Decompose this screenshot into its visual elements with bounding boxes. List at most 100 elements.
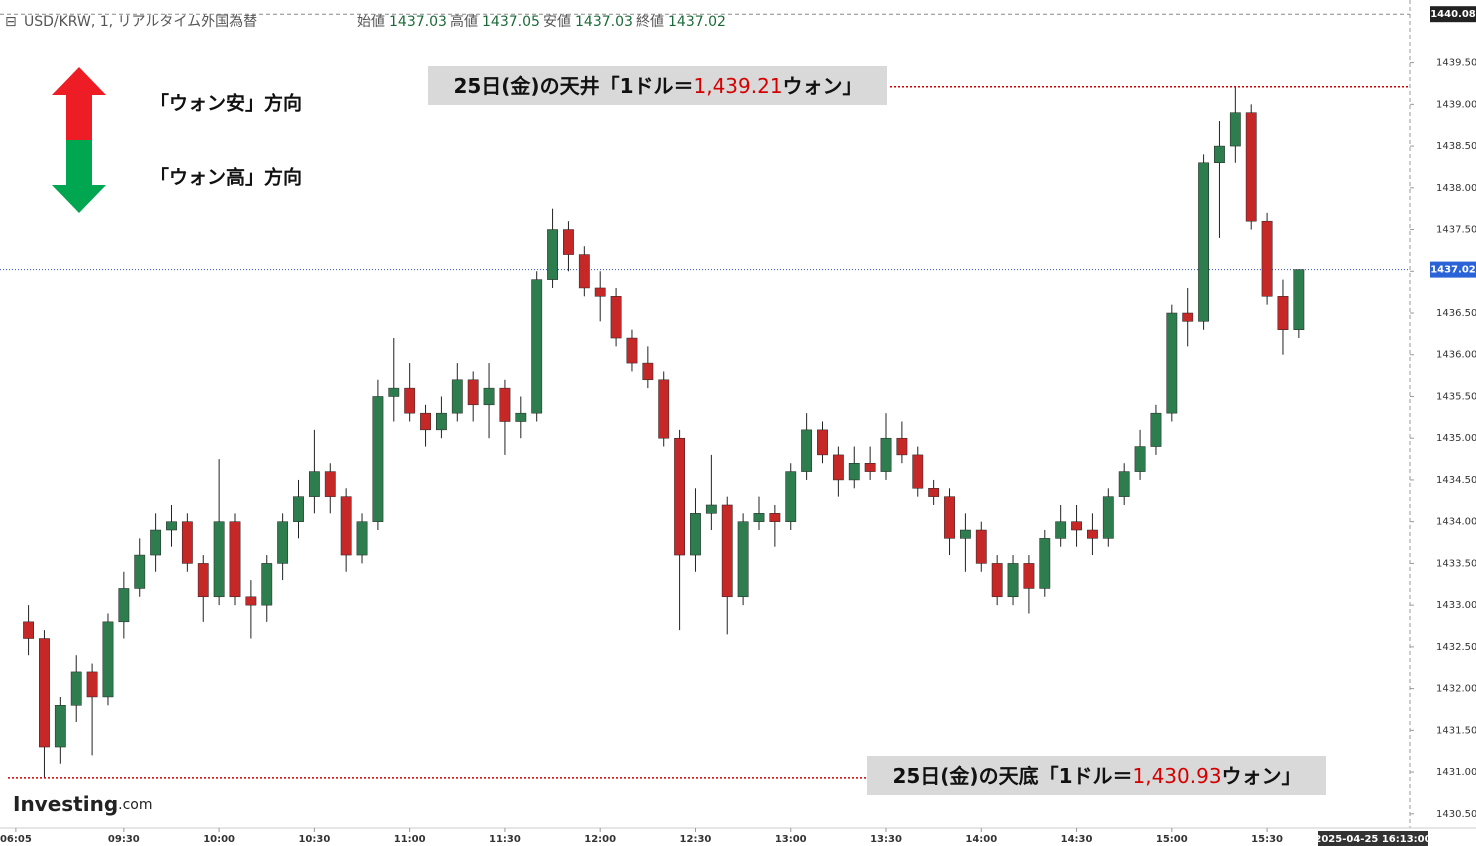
candle-body	[293, 496, 304, 522]
candle-body	[737, 521, 749, 598]
candle-body	[1087, 529, 1098, 539]
time-tag-label: 2025-04-25 16:13:00	[1314, 834, 1431, 845]
x-tick-label: 11:30	[489, 834, 521, 845]
header-label: 終値	[636, 14, 664, 30]
chart-title: USD/KRW, 1, リアルタイム外国為替	[24, 14, 257, 30]
candle-body	[547, 229, 558, 280]
candle-body	[420, 412, 431, 431]
candle-body	[801, 429, 813, 472]
y-tick-label: 1437.50	[1436, 225, 1476, 236]
y-tick-label: 1432.50	[1436, 642, 1476, 653]
annotation-suffix: ウォン」	[1222, 764, 1302, 788]
candle-body	[467, 379, 479, 406]
annotation-prefix: 25日(金)の天底「1ドル＝	[892, 764, 1132, 788]
candle-body	[880, 437, 892, 472]
header-value: 1437.02	[668, 14, 726, 30]
y-tick-label: 1434.50	[1436, 475, 1476, 486]
candle-body	[324, 471, 336, 497]
annotation-value: 1,430.93	[1132, 764, 1221, 788]
candle-body	[451, 379, 463, 414]
logo-name: Investing	[13, 792, 118, 816]
x-tick-label: 10:30	[298, 834, 330, 845]
candle-body	[928, 488, 940, 497]
candle-body	[436, 412, 447, 431]
candle-body	[86, 671, 98, 698]
candle-body	[832, 454, 844, 481]
candle-body	[674, 437, 686, 556]
candle-body	[1007, 563, 1019, 598]
candle-body	[721, 504, 733, 598]
y-tick-label: 1431.00	[1436, 767, 1476, 778]
candle-body	[991, 563, 1003, 598]
annotation-suffix: ウォン」	[783, 74, 863, 98]
candle-body	[213, 521, 225, 598]
candle-body	[1166, 312, 1178, 414]
candle-body	[1229, 112, 1241, 147]
header-value: 1437.03	[575, 14, 633, 30]
header-value: 1437.05	[482, 14, 540, 30]
annotation-box	[867, 756, 1326, 795]
candle-body	[642, 362, 654, 381]
x-tick-label: 09:30	[108, 834, 140, 845]
candle-body	[610, 296, 622, 339]
candle-body	[372, 396, 384, 522]
candle-body	[118, 588, 130, 623]
top-price-tag	[1430, 6, 1476, 23]
candle-body	[1293, 269, 1305, 330]
candle-body	[1071, 521, 1082, 531]
candle-body	[181, 521, 193, 564]
candle-body	[912, 454, 924, 489]
candle-body	[483, 387, 495, 406]
legend-label: 「ウォン高」方向	[150, 166, 302, 189]
annotation-text: 25日(金)の天底「1ドル＝1,430.93ウォン」	[892, 764, 1301, 788]
candle-body	[1134, 446, 1146, 472]
x-tick-label: 15:30	[1251, 834, 1283, 845]
candle-body	[975, 529, 987, 564]
y-tick-label: 1432.00	[1436, 684, 1476, 695]
logo-suffix: .com	[118, 797, 152, 813]
y-tick-label: 1435.00	[1436, 433, 1476, 444]
last-price-label: 1437.02	[1430, 265, 1476, 276]
annotation-box	[428, 66, 887, 105]
candle-body	[594, 287, 606, 297]
header-label: 始値	[357, 14, 385, 30]
annotation-text: 25日(金)の天井「1ドル＝1,439.21ウォン」	[453, 74, 862, 98]
y-tick-label: 1436.00	[1436, 350, 1476, 361]
candle-body	[578, 254, 590, 289]
candle-body	[1261, 220, 1273, 297]
x-tick-label: 12:00	[584, 834, 616, 845]
candle-body	[690, 513, 701, 556]
candle-body	[1118, 471, 1130, 497]
candle-body	[197, 563, 209, 598]
x-tick-label: 13:30	[870, 834, 902, 845]
candle-body	[229, 521, 241, 598]
candle-body	[340, 496, 352, 556]
y-tick-label: 1438.50	[1436, 141, 1476, 152]
y-tick-label: 1439.00	[1436, 99, 1476, 110]
candle-body	[705, 504, 717, 514]
candle-body	[563, 229, 574, 255]
candle-body	[404, 387, 416, 414]
candle-body	[864, 462, 876, 472]
candle-body	[785, 471, 797, 522]
candle-body	[1214, 145, 1225, 164]
candle-body	[39, 638, 50, 748]
candle-body	[959, 529, 971, 539]
y-tick-label: 1433.50	[1436, 558, 1476, 569]
x-tick-label: 13:00	[775, 834, 807, 845]
menu-icon: ⊟	[5, 14, 17, 30]
candle-body	[166, 521, 177, 531]
last-price-tag	[1430, 261, 1476, 278]
candle-body	[769, 513, 781, 522]
header-value: 1437.03	[389, 14, 447, 30]
x-tick-label: 10:00	[203, 834, 235, 845]
candle-body	[261, 563, 273, 606]
up-arrow	[52, 67, 106, 140]
down-arrow	[52, 140, 106, 213]
y-tick-label: 1438.00	[1436, 183, 1476, 194]
y-tick-label: 1431.50	[1436, 725, 1476, 736]
header-label: 高値	[450, 13, 478, 30]
candle-body	[1055, 521, 1067, 539]
x-tick-label: 12:30	[680, 834, 712, 845]
